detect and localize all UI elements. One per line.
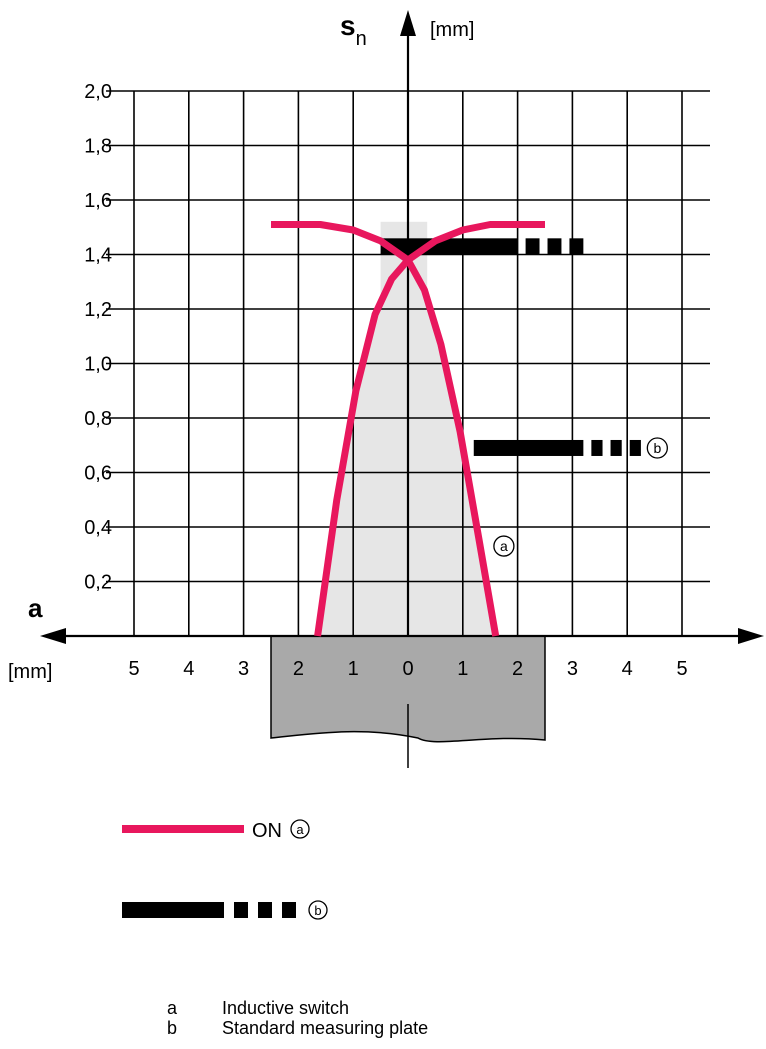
x-tick-label: 5	[676, 658, 687, 680]
y-tick-label: 1,2	[84, 299, 112, 321]
y-tick-label: 0,6	[84, 463, 112, 485]
on-curve-right	[271, 221, 500, 637]
legend-on-marker-text: a	[296, 822, 304, 837]
y-tick-label: 1,6	[84, 190, 112, 212]
annotation-label-b: b	[653, 440, 661, 456]
x-tick-label: 2	[512, 658, 523, 680]
plate-dash-block	[547, 238, 562, 255]
x-tick-label: 2	[293, 658, 304, 680]
series-on	[271, 221, 545, 637]
plate-dash-block	[591, 439, 603, 456]
y-tick-label: 1,0	[84, 354, 112, 376]
y-tick-label: 0,8	[84, 408, 112, 430]
x-tick-label: 1	[348, 658, 359, 680]
on-curve-left	[314, 221, 545, 637]
x-tick-label: 5	[128, 658, 139, 680]
y-tick-label: 1,8	[84, 136, 112, 158]
x-axis-label: a	[28, 593, 43, 623]
y-tick-label: 1,4	[84, 245, 112, 267]
legend-dash-marker: b	[308, 900, 328, 920]
plate-solid-bar	[473, 439, 584, 456]
plate-dash-block	[610, 439, 622, 456]
axes	[40, 10, 764, 644]
legend-on-label: ON	[252, 820, 282, 842]
plate-solid-bar	[380, 238, 518, 255]
y-tick-label: 0,4	[84, 517, 112, 539]
target-plate	[270, 635, 546, 768]
x-axis-arrow-right	[738, 628, 764, 644]
plate-dash-block	[629, 439, 641, 456]
plate-dash-block	[569, 238, 584, 255]
plate-dash-block	[525, 238, 540, 255]
legend-dash-3	[282, 902, 296, 918]
y-tick-label: 0,2	[84, 572, 112, 594]
annotation-circle-a	[493, 535, 515, 557]
target-plate-body	[270, 635, 546, 743]
y-tick-label: 2,0	[84, 81, 112, 103]
footnote-b-text: Standard measuring plate	[222, 1018, 429, 1038]
footnote-a-text: Inductive switch	[222, 998, 350, 1018]
y-axis-label: sn	[340, 10, 367, 50]
legend-dash-1	[234, 902, 248, 918]
sensing-zone-area	[317, 259, 496, 636]
annotation-label-a: a	[500, 538, 508, 554]
annotations: ab	[493, 437, 668, 557]
legend-dash-2	[258, 902, 272, 918]
sensing-zone	[317, 221, 496, 636]
x-tick-label: 1	[457, 658, 468, 680]
y-axis-label-sub: n	[356, 28, 367, 50]
footnote-b-key: b	[167, 1018, 178, 1038]
x-axis-unit: [mm]	[8, 661, 52, 683]
legend-on-marker: a	[290, 819, 310, 839]
legend-dash-solid	[122, 902, 224, 918]
legend: ON a b	[122, 819, 328, 920]
legend-dash-marker-text: b	[314, 903, 321, 918]
x-tick-label: 4	[183, 658, 194, 680]
x-axis-arrow-left	[40, 628, 66, 644]
x-tick-label: 3	[567, 658, 578, 680]
y-axis-label-main: s	[340, 10, 356, 41]
x-tick-label: 3	[238, 658, 249, 680]
footnote-a-key: a	[167, 998, 178, 1018]
x-tick-label: 4	[622, 658, 633, 680]
series-measuring-plate	[380, 238, 641, 456]
grid	[106, 90, 710, 636]
annotation-circle-b	[646, 437, 668, 459]
x-tick-labels: 5 4 3 2 1 0 1 2 3 4 5	[128, 658, 687, 680]
x-tick-label: 0	[402, 658, 413, 680]
y-axis-unit: [mm]	[430, 19, 474, 41]
y-tick-labels: 0,2 0,4 0,6 0,8 1,0 1,2 1,4 1,6 1,8 2,0	[84, 81, 112, 594]
y-axis-arrow	[400, 10, 416, 36]
